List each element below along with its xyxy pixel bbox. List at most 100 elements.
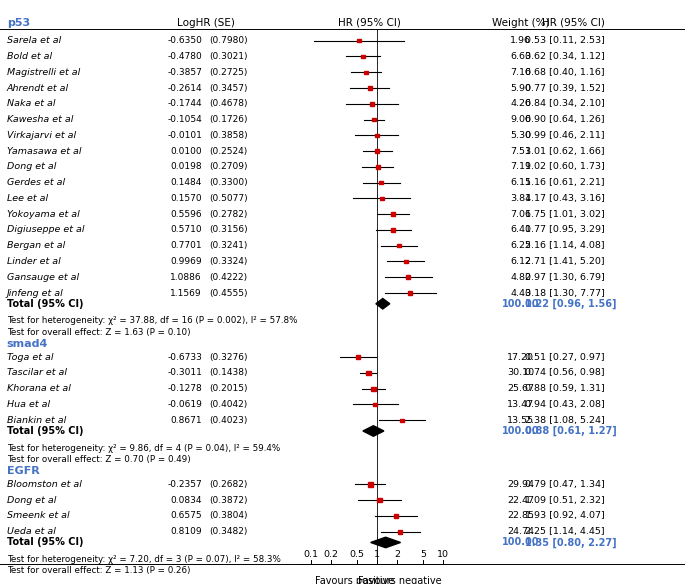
Text: -0.0619: -0.0619 — [167, 400, 202, 409]
Text: Bold et al: Bold et al — [7, 52, 52, 61]
Text: Kawesha et al: Kawesha et al — [7, 115, 73, 124]
Text: 1.96: 1.96 — [510, 36, 531, 45]
Text: Magistrelli et al: Magistrelli et al — [7, 68, 80, 77]
Bar — [357, 39, 361, 43]
Text: 0.51 [0.27, 0.97]: 0.51 [0.27, 0.97] — [525, 353, 605, 361]
Text: 0.6575: 0.6575 — [171, 512, 202, 520]
Text: 6.40: 6.40 — [510, 225, 531, 234]
Text: -0.2357: -0.2357 — [167, 480, 202, 489]
Text: EGFR: EGFR — [7, 466, 40, 476]
Text: (0.2782): (0.2782) — [209, 210, 247, 218]
Text: -0.4780: -0.4780 — [167, 52, 202, 61]
Text: Linder et al: Linder et al — [7, 257, 60, 266]
Bar — [371, 387, 375, 391]
Text: Test for heterogeneity: χ² = 9.86, df = 4 (P = 0.04), I² = 59.4%: Test for heterogeneity: χ² = 9.86, df = … — [7, 444, 280, 453]
Text: 6.25: 6.25 — [510, 241, 531, 250]
Text: (0.3241): (0.3241) — [209, 241, 247, 250]
Bar — [368, 482, 373, 486]
Bar — [366, 371, 371, 376]
Text: (0.3482): (0.3482) — [209, 527, 247, 536]
Text: 0.62 [0.34, 1.12]: 0.62 [0.34, 1.12] — [525, 52, 605, 61]
Text: 2.16 [1.14, 4.08]: 2.16 [1.14, 4.08] — [525, 241, 605, 250]
Text: (0.4555): (0.4555) — [209, 288, 247, 297]
Text: (0.2709): (0.2709) — [209, 162, 247, 171]
Text: 0.0834: 0.0834 — [171, 496, 202, 505]
Text: 1.02 [0.60, 1.73]: 1.02 [0.60, 1.73] — [525, 162, 605, 171]
Text: (0.4222): (0.4222) — [209, 273, 247, 281]
Text: 1.0886: 1.0886 — [171, 273, 202, 281]
Text: (0.3156): (0.3156) — [209, 225, 247, 234]
Text: (0.3804): (0.3804) — [209, 512, 247, 520]
Text: (0.3324): (0.3324) — [209, 257, 247, 266]
Text: Naka et al: Naka et al — [7, 99, 55, 108]
Text: 0.7701: 0.7701 — [171, 241, 202, 250]
Text: -0.2614: -0.2614 — [167, 84, 202, 92]
Text: Favours negative: Favours negative — [358, 576, 441, 584]
Text: 30.10: 30.10 — [507, 369, 534, 377]
Text: 1.75 [1.01, 3.02]: 1.75 [1.01, 3.02] — [525, 210, 605, 218]
Text: 6.63: 6.63 — [510, 52, 531, 61]
Bar — [372, 118, 376, 121]
Text: 0.84 [0.34, 2.10]: 0.84 [0.34, 2.10] — [525, 99, 605, 108]
Text: 0.5710: 0.5710 — [171, 225, 202, 234]
Text: 7.19: 7.19 — [510, 162, 531, 171]
Bar — [397, 244, 401, 248]
Text: -0.1054: -0.1054 — [167, 115, 202, 124]
Text: LogHR (SE): LogHR (SE) — [177, 18, 234, 27]
Text: (0.3872): (0.3872) — [209, 496, 247, 505]
Text: 5: 5 — [420, 550, 426, 559]
Text: Khorana et al: Khorana et al — [7, 384, 71, 393]
Text: (0.5077): (0.5077) — [209, 194, 247, 203]
Text: 7.16: 7.16 — [510, 68, 531, 77]
Text: -0.3011: -0.3011 — [167, 369, 202, 377]
Text: 29.94: 29.94 — [507, 480, 534, 489]
Text: -0.6733: -0.6733 — [167, 353, 202, 361]
Bar — [356, 356, 360, 359]
Bar — [379, 197, 384, 200]
Text: Toga et al: Toga et al — [7, 353, 53, 361]
Text: 9.06: 9.06 — [510, 115, 531, 124]
Text: Total (95% CI): Total (95% CI) — [7, 537, 84, 547]
Text: (0.3457): (0.3457) — [209, 84, 247, 92]
Text: Lee et al: Lee et al — [7, 194, 48, 203]
Text: Biankin et al: Biankin et al — [7, 416, 66, 425]
Bar — [377, 499, 382, 502]
Text: 10: 10 — [437, 550, 449, 559]
Text: (0.3021): (0.3021) — [209, 52, 247, 61]
Text: Ahrendt et al: Ahrendt et al — [7, 84, 69, 92]
Text: 0.77 [0.39, 1.52]: 0.77 [0.39, 1.52] — [525, 84, 605, 92]
Text: (0.3300): (0.3300) — [209, 178, 247, 187]
Text: 2.71 [1.41, 5.20]: 2.71 [1.41, 5.20] — [525, 257, 605, 266]
Text: 0.5: 0.5 — [350, 550, 364, 559]
Text: Dong et al: Dong et al — [7, 496, 56, 505]
Text: Total (95% CI): Total (95% CI) — [7, 299, 84, 309]
Text: (0.4678): (0.4678) — [209, 99, 247, 108]
Text: Gerdes et al: Gerdes et al — [7, 178, 65, 187]
Text: 0.8109: 0.8109 — [171, 527, 202, 536]
Bar — [403, 260, 408, 263]
Polygon shape — [371, 537, 401, 548]
Text: 13.55: 13.55 — [507, 416, 534, 425]
Text: -0.6350: -0.6350 — [167, 36, 202, 45]
Text: 2.25 [1.14, 4.45]: 2.25 [1.14, 4.45] — [525, 527, 605, 536]
Text: 24.74: 24.74 — [507, 527, 534, 536]
Text: 2: 2 — [394, 550, 400, 559]
Bar — [375, 134, 379, 137]
Text: 22.85: 22.85 — [507, 512, 534, 520]
Text: 0.94 [0.43, 2.08]: 0.94 [0.43, 2.08] — [525, 400, 605, 409]
Text: Yamasawa et al: Yamasawa et al — [7, 147, 82, 155]
Text: 100.00: 100.00 — [502, 426, 539, 436]
Text: 6.15: 6.15 — [510, 178, 531, 187]
Bar — [368, 86, 372, 90]
Text: 0.74 [0.56, 0.98]: 0.74 [0.56, 0.98] — [525, 369, 605, 377]
Text: 0.9969: 0.9969 — [171, 257, 202, 266]
Bar — [391, 213, 395, 216]
Bar — [375, 150, 379, 153]
Bar — [373, 403, 377, 406]
Text: 0.1: 0.1 — [303, 550, 319, 559]
Text: 4.26: 4.26 — [510, 99, 531, 108]
Text: Hua et al: Hua et al — [7, 400, 50, 409]
Text: 3.18 [1.30, 7.77]: 3.18 [1.30, 7.77] — [525, 288, 606, 297]
Text: 7.06: 7.06 — [510, 210, 531, 218]
Text: 0.99 [0.46, 2.11]: 0.99 [0.46, 2.11] — [525, 131, 605, 140]
